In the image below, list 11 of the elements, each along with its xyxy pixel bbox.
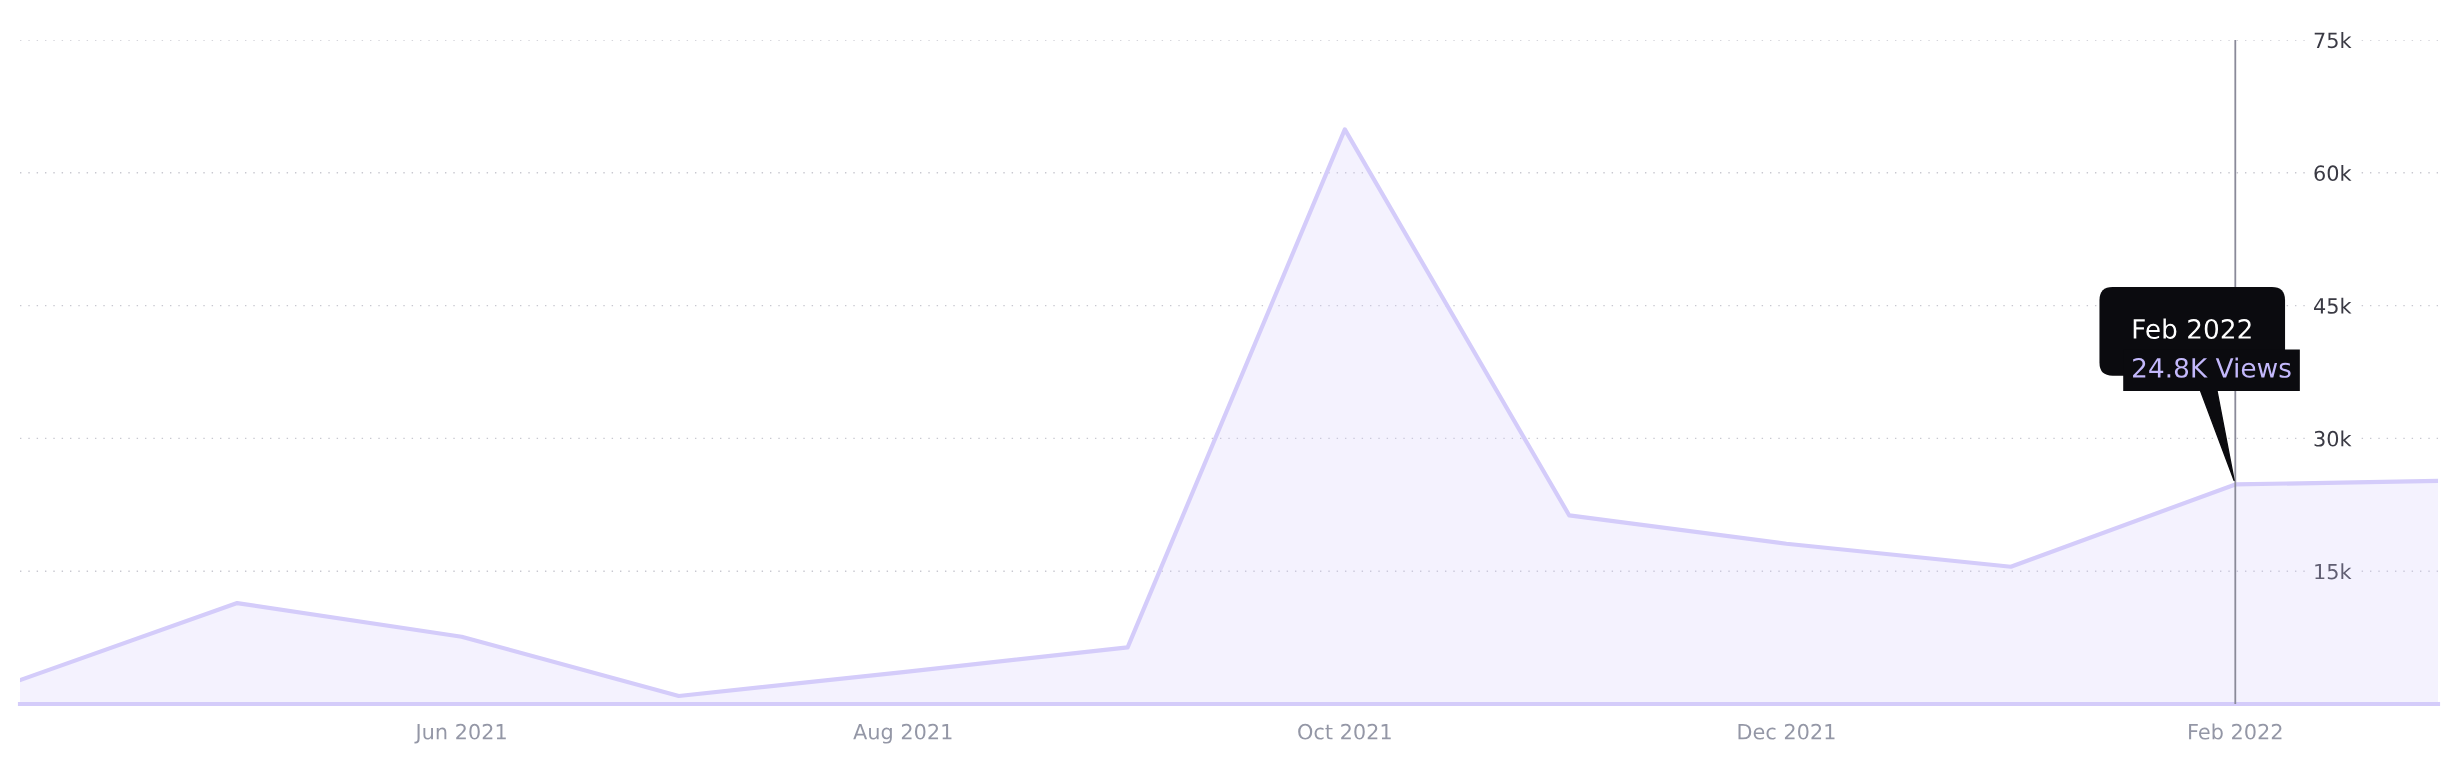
x-tick-label: Feb 2022 <box>2189 723 2282 740</box>
x-tick-label: Dec 2021 <box>1738 723 1835 740</box>
annotation: Feb 2022 24.8K Views <box>2133 318 2291 378</box>
y-tick-label: 45k <box>2314 297 2352 314</box>
y-tick-label: 75k <box>2314 32 2352 49</box>
x-tick-label: Aug 2021 <box>853 723 952 744</box>
x-tick-label: Jun 2021 <box>414 723 506 744</box>
y-tick-label: 30k <box>2314 430 2352 447</box>
y-tick-label: 15k <box>2315 563 2352 580</box>
x-tick-label: Oct 2021 <box>1298 723 1391 740</box>
y-tick-label: 60k <box>2314 164 2352 182</box>
